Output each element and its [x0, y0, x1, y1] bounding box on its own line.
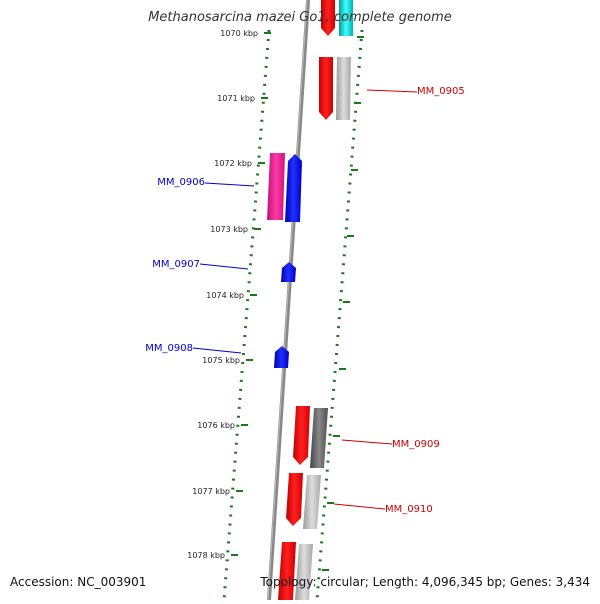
- gene-feature[interactable]: [285, 154, 302, 222]
- tick-label: 1070 kbp: [220, 29, 258, 38]
- tick-label: 1077 kbp: [192, 487, 230, 496]
- tick-label: 1074 kbp: [206, 291, 244, 300]
- gene-feature[interactable]: [295, 544, 313, 600]
- gene-feature[interactable]: [293, 406, 310, 465]
- page-title: Methanosarcina mazei Go1, complete genom…: [148, 10, 452, 25]
- gene-feature[interactable]: [321, 0, 335, 36]
- gene-feature[interactable]: [319, 57, 333, 120]
- gene-feature[interactable]: [336, 57, 351, 120]
- gene-callout-line: [192, 347, 242, 354]
- gene-feature[interactable]: [303, 475, 321, 529]
- genome-summary-text: Topology: circular; Length: 4,096,345 bp…: [260, 575, 590, 589]
- gene-feature[interactable]: [286, 473, 303, 526]
- gene-label[interactable]: MM_0907: [152, 259, 200, 270]
- gene-label[interactable]: MM_0909: [392, 439, 440, 450]
- accession-text: Accession: NC_003901: [10, 575, 147, 589]
- tick-group: 1070 kbp 1071 kbp 1072 kbp 1073 kbp 1074 kbp…: [187, 29, 364, 571]
- gene-feature[interactable]: [278, 542, 296, 600]
- gene-label[interactable]: MM_0908: [145, 343, 193, 354]
- gene-callout-line: [204, 182, 255, 187]
- tick-label: 1075 kbp: [202, 356, 240, 365]
- tick-label: 1072 kbp: [214, 159, 252, 168]
- tick-label: 1071 kbp: [217, 94, 255, 103]
- gene-feature[interactable]: [310, 408, 328, 468]
- gene-label[interactable]: MM_0905: [417, 86, 465, 97]
- tick-label: 1073 kbp: [210, 225, 248, 234]
- tick-label: 1076 kbp: [197, 421, 235, 430]
- genome-backbone-highlight: [267, 0, 308, 601]
- outer-track-left: [222, 29, 271, 601]
- gene-feature[interactable]: [267, 153, 285, 220]
- genome-backbone: [267, 0, 310, 601]
- gene-callout-line: [333, 503, 386, 510]
- gene-callout-line: [199, 263, 249, 270]
- gene-label[interactable]: MM_0910: [385, 504, 433, 515]
- tick-label: 1078 kbp: [187, 551, 225, 560]
- gene-feature[interactable]: [339, 0, 353, 36]
- gene-callout-line: [341, 439, 393, 445]
- gene-label[interactable]: MM_0906: [157, 177, 205, 188]
- gene-feature[interactable]: [281, 262, 296, 282]
- gene-callout-line: [366, 89, 418, 93]
- gene-feature[interactable]: [274, 346, 289, 368]
- gene-label-group: MM_0905 MM_0906 MM_0907 MM_0908 MM_0909 MM_09…: [145, 86, 464, 515]
